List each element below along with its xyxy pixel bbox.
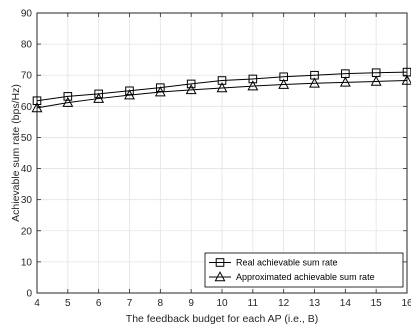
data-point-triangle xyxy=(309,77,320,88)
x-tick-label: 5 xyxy=(65,298,71,309)
x-tick-label: 4 xyxy=(34,298,40,309)
data-point-triangle xyxy=(278,78,290,89)
x-tick-label: 12 xyxy=(278,298,290,309)
data-point-square xyxy=(125,86,134,96)
y-tick-label: 30 xyxy=(21,195,33,206)
data-point-triangle xyxy=(247,80,259,91)
x-tick-label: 8 xyxy=(158,298,164,309)
legend-marker-square xyxy=(215,258,225,267)
x-tick-label: 15 xyxy=(371,298,383,309)
data-point-triangle xyxy=(62,96,74,107)
y-tick-label: 60 xyxy=(21,102,33,113)
series-approximated xyxy=(31,74,411,113)
legend-item-real: Real achievable sum rate xyxy=(209,258,338,268)
x-tick-label: 6 xyxy=(96,298,102,309)
y-tick-label: 0 xyxy=(26,289,32,300)
data-point-square xyxy=(217,76,227,85)
y-tick-label: 40 xyxy=(21,164,33,175)
y-tick-label: 20 xyxy=(21,226,33,237)
legend-marker-triangle xyxy=(214,271,226,282)
x-tick-label: 11 xyxy=(248,298,259,309)
data-point-square xyxy=(156,83,165,92)
legend-label-real: Real achievable sum rate xyxy=(236,258,338,268)
x-tick-label: 10 xyxy=(216,298,228,309)
x-tick-label: 14 xyxy=(340,298,352,309)
x-tick-label: 9 xyxy=(188,298,194,309)
data-point-square xyxy=(186,79,196,89)
legend-box xyxy=(204,252,404,288)
data-point-triangle xyxy=(31,102,43,113)
data-point-triangle xyxy=(370,75,382,86)
data-point-triangle xyxy=(185,83,197,95)
series-layer xyxy=(31,67,411,113)
data-point-square xyxy=(63,92,73,101)
data-point-square xyxy=(32,96,42,106)
y-tick-label: 50 xyxy=(21,133,33,144)
legend: Real achievable sum rate Approximated ac… xyxy=(204,252,404,288)
data-point-triangle xyxy=(124,89,135,100)
series-line xyxy=(36,80,408,109)
y-tick-label: 10 xyxy=(21,257,33,268)
data-point-triangle xyxy=(93,92,105,103)
y-tick-label: 70 xyxy=(21,71,33,82)
x-tick-label: 16 xyxy=(401,298,411,309)
x-axis-label: The feedback budget for each AP (i.e., B… xyxy=(126,313,318,325)
data-point-triangle xyxy=(339,76,351,87)
x-tick-label: 13 xyxy=(309,298,321,309)
y-tick-label: 80 xyxy=(21,40,33,51)
legend-label-approximated: Approximated achievable sum rate xyxy=(236,272,375,282)
data-point-triangle xyxy=(401,74,411,85)
data-point-square xyxy=(94,89,103,99)
data-point-triangle xyxy=(216,82,228,93)
y-axis-label: Achievable sum rate (bps/Hz) xyxy=(10,84,22,222)
ticks: 4 5 6 7 8 9 10 11 12 13 14 15 16 0 10 20 30 40 50 60 70 80 90 xyxy=(21,9,411,310)
x-tick-label: 7 xyxy=(127,298,133,309)
y-tick-label: 90 xyxy=(21,9,33,20)
legend-item-approximated: Approximated achievable sum rate xyxy=(209,271,375,282)
data-point-square xyxy=(248,74,258,84)
data-point-triangle xyxy=(154,86,166,97)
